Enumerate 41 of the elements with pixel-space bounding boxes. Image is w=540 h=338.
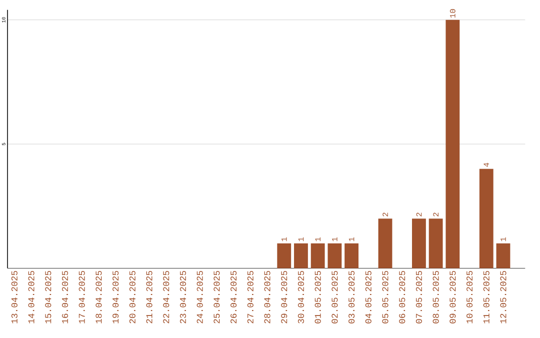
x-tick-label: 18.04.2025	[96, 271, 102, 324]
bar	[294, 244, 308, 268]
x-tick-label: 19.04.2025	[112, 271, 119, 324]
x-tick-label: 15.04.2025	[45, 271, 52, 324]
x-tick-label: 12.05.2025	[500, 271, 506, 324]
bar	[479, 168, 494, 268]
x-tick-label: 04.05.2025	[365, 271, 372, 324]
bar	[412, 218, 426, 268]
x-tick-label: 21.04.2025	[146, 271, 152, 324]
x-tick-label: 03.05.2025	[348, 271, 355, 324]
x-tick-label: 09.05.2025	[450, 271, 456, 324]
x-tick-label: 26.04.2025	[230, 271, 237, 324]
x-tick-label: 13.04.2025	[11, 271, 18, 324]
bar	[378, 218, 392, 268]
x-tick-label: 20.04.2025	[129, 271, 136, 324]
x-tick-label: 29.04.2025	[281, 271, 288, 324]
x-tick-label: 10.05.2025	[466, 271, 473, 324]
bar	[277, 244, 292, 268]
x-tick-label: 16.04.2025	[62, 271, 68, 324]
x-tick-label: 24.04.2025	[196, 271, 203, 324]
x-tick-label: 05.05.2025	[382, 271, 388, 324]
x-tick-label: 28.04.2025	[264, 271, 270, 324]
x-tick-label: 22.04.2025	[163, 271, 170, 324]
x-tick-label: 23.04.2025	[180, 271, 186, 324]
x-tick-label: 07.05.2025	[416, 271, 422, 324]
x-tick-label: 02.05.2025	[332, 271, 338, 324]
x-tick-label: 06.05.2025	[399, 271, 406, 324]
bar	[310, 244, 325, 268]
x-tick-label: 25.04.2025	[214, 271, 220, 324]
x-tick-label: 11.05.2025	[483, 271, 490, 324]
bar	[446, 20, 460, 268]
x-tick-label: 14.04.2025	[28, 271, 34, 324]
bar	[344, 244, 358, 268]
x-tick-label: 01.05.2025	[314, 271, 321, 324]
x-tick-label: 30.04.2025	[298, 271, 304, 324]
bar	[428, 218, 443, 268]
bar	[496, 244, 510, 268]
x-tick-label: 08.05.2025	[432, 271, 439, 324]
x-tick-label: 17.04.2025	[78, 271, 85, 324]
bar	[328, 244, 342, 268]
x-tick-label: 27.04.2025	[247, 271, 254, 324]
